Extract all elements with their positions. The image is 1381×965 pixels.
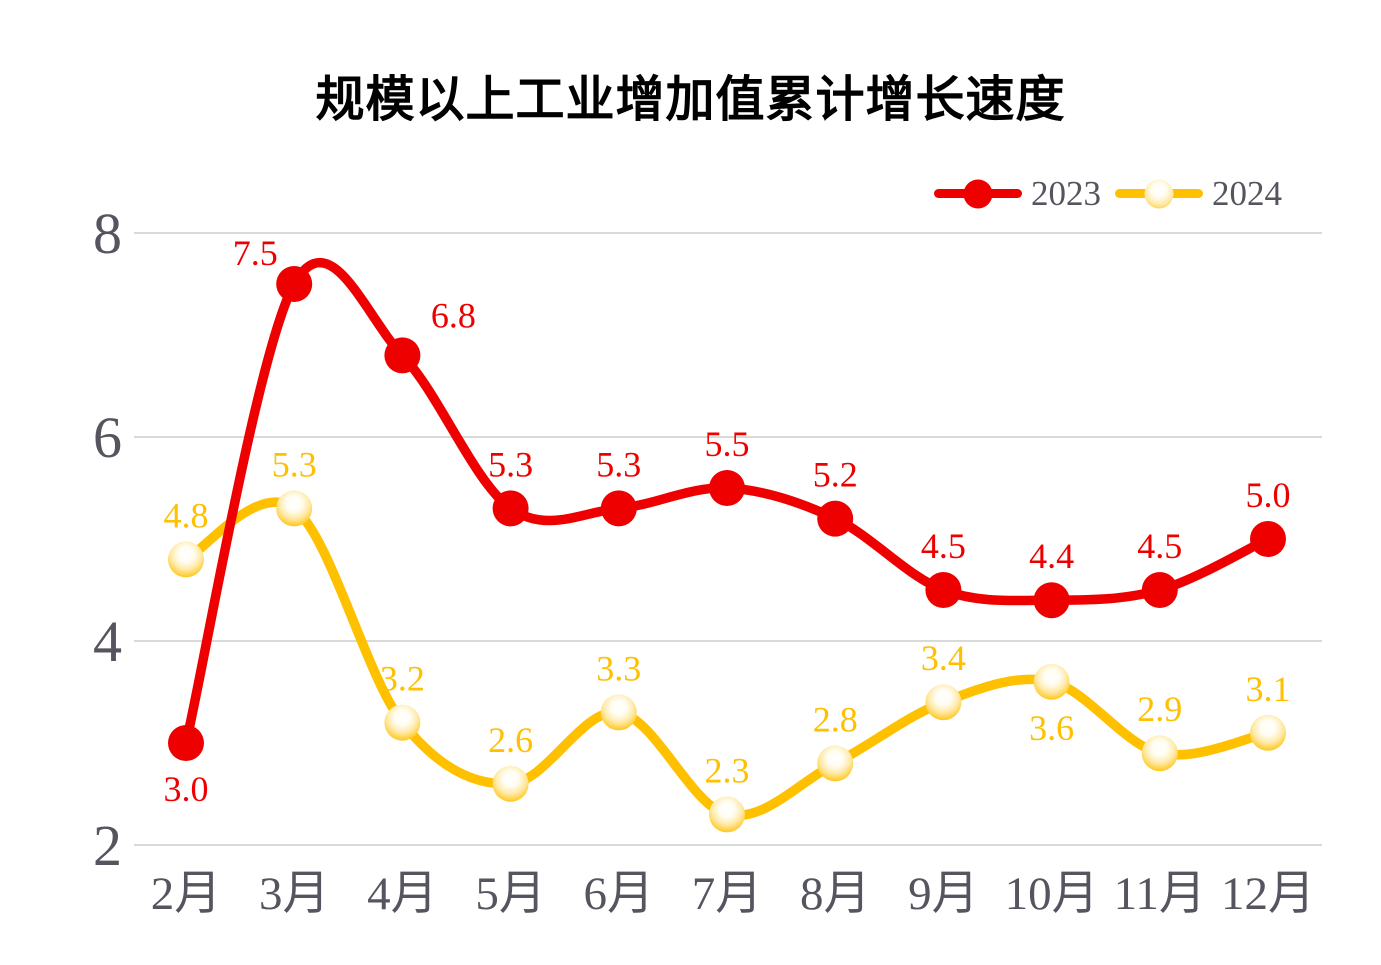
data-point-2024-11月 — [1141, 735, 1178, 772]
data-point-2024-7月 — [709, 796, 745, 833]
data-label-2023-11月: 4.5 — [1137, 526, 1182, 566]
x-axis-label-6月: 6月 — [584, 868, 655, 920]
data-label-2024-2月: 4.8 — [164, 495, 209, 535]
data-point-2024-3月 — [276, 490, 313, 527]
x-axis-label-11月: 11月 — [1114, 868, 1206, 920]
data-point-2023-2月 — [168, 725, 204, 761]
data-label-2024-12月: 3.1 — [1246, 669, 1291, 709]
x-axis-label-12月: 12月 — [1221, 868, 1315, 920]
data-label-2024-8月: 2.8 — [813, 699, 858, 739]
data-point-2023-11月 — [1141, 572, 1178, 608]
data-label-2023-12月: 5.0 — [1246, 475, 1291, 515]
y-tick-label-4: 4 — [93, 609, 122, 674]
x-axis-label-10月: 10月 — [1005, 868, 1099, 920]
x-axis-label-9月: 9月 — [908, 868, 979, 920]
data-point-2023-6月 — [600, 490, 637, 527]
chart-legend: 2023 2024 — [934, 176, 1282, 211]
data-label-2024-3月: 5.3 — [272, 444, 317, 484]
data-point-2023-10月 — [1033, 582, 1070, 619]
x-axis-label-5月: 5月 — [475, 868, 546, 920]
data-point-2024-6月 — [600, 694, 637, 731]
data-label-2023-7月: 5.5 — [705, 424, 750, 464]
data-label-2023-5月: 5.3 — [488, 444, 533, 484]
data-label-2024-10月: 3.6 — [1029, 708, 1074, 748]
data-point-2024-9月 — [925, 684, 962, 721]
data-point-2024-4月 — [384, 704, 421, 741]
data-label-2024-6月: 3.3 — [596, 648, 641, 688]
data-point-2023-9月 — [925, 572, 962, 608]
x-axis-label-4月: 4月 — [367, 868, 438, 920]
data-label-2023-4月: 6.8 — [431, 295, 476, 335]
data-label-2024-9月: 3.4 — [921, 638, 966, 678]
data-label-2023-10月: 4.4 — [1029, 536, 1074, 576]
data-label-2024-7月: 2.3 — [705, 750, 750, 790]
data-label-2023-6月: 5.3 — [596, 444, 641, 484]
legend-dot-2023-icon — [963, 179, 993, 208]
data-point-2023-5月 — [492, 490, 529, 527]
y-tick-label-2: 2 — [93, 813, 122, 878]
data-point-2023-7月 — [709, 470, 745, 506]
legend-label-2024: 2024 — [1212, 174, 1282, 213]
y-tick-label-8: 8 — [93, 201, 122, 266]
data-point-2024-12月 — [1250, 714, 1286, 751]
data-point-2023-3月 — [276, 266, 313, 302]
legend-label-2023: 2023 — [1031, 174, 1101, 213]
legend-line-2023-icon — [934, 179, 1022, 208]
x-axis-label-8月: 8月 — [800, 868, 871, 920]
legend-item-2023: 2023 — [934, 176, 1101, 211]
data-point-2023-12月 — [1250, 521, 1286, 557]
x-axis-label-3月: 3月 — [259, 868, 330, 920]
data-label-2024-11月: 2.9 — [1137, 689, 1182, 729]
x-axis-label-2月: 2月 — [151, 868, 222, 920]
x-axis-label-7月: 7月 — [692, 868, 763, 920]
data-label-2023-3月: 7.5 — [233, 233, 278, 273]
data-point-2023-4月 — [384, 337, 421, 374]
data-point-2024-5月 — [492, 765, 529, 802]
chart-title: 规模以上工业增加值累计增长速度 — [315, 73, 1066, 127]
data-point-2024-10月 — [1033, 663, 1070, 700]
data-label-2024-5月: 2.6 — [488, 720, 533, 760]
data-point-2024-2月 — [168, 541, 204, 578]
legend-dot-2024-icon — [1144, 179, 1174, 208]
data-point-2023-8月 — [817, 500, 854, 537]
legend-line-2024-icon — [1115, 179, 1203, 208]
data-label-2023-8月: 5.2 — [813, 455, 858, 495]
data-label-2023-2月: 3.0 — [164, 769, 209, 809]
data-point-2024-8月 — [817, 745, 854, 782]
y-tick-label-6: 6 — [93, 405, 122, 470]
data-label-2023-9月: 4.5 — [921, 526, 966, 566]
legend-item-2024: 2024 — [1115, 176, 1282, 211]
data-label-2024-4月: 3.2 — [380, 659, 425, 699]
